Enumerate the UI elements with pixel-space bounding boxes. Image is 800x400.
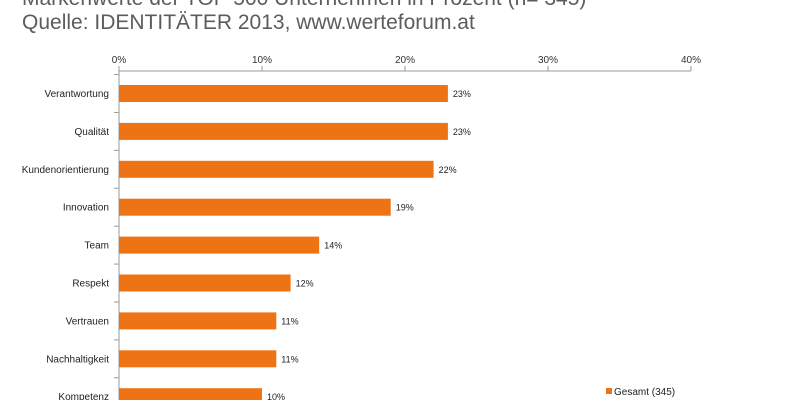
bar — [119, 160, 434, 178]
chart-source: Quelle: IDENTITÄTER 2013, www.werteforum… — [22, 11, 475, 34]
legend: Gesamt (345) — [606, 387, 675, 398]
category-label: Qualität — [75, 127, 110, 138]
value-label: 11% — [281, 354, 298, 364]
category-label: Kompetenz — [58, 392, 109, 400]
x-tick-label: 30% — [538, 55, 558, 66]
value-label: 14% — [324, 241, 342, 251]
value-label: 12% — [296, 279, 314, 289]
value-label: 10% — [267, 392, 285, 400]
legend-swatch — [606, 388, 612, 394]
category-label: Nachhaltigkeit — [46, 354, 109, 365]
x-tick-label: 0% — [112, 55, 127, 66]
chart-title: Markenwerte der TOP 500 Unternehmen in P… — [22, 0, 586, 11]
x-tick-label: 20% — [395, 55, 415, 66]
x-tick-label: 40% — [681, 55, 701, 66]
bar — [119, 122, 448, 140]
x-axis-ticks: 0% 10% 20% 30% 40% — [112, 55, 701, 379]
value-label: 22% — [439, 165, 457, 175]
x-tick-label: 10% — [252, 55, 272, 66]
category-label: Innovation — [63, 203, 109, 214]
category-label: Team — [85, 241, 109, 252]
category-label: Kundenorientierung — [22, 165, 109, 176]
bar — [119, 85, 448, 102]
value-label: 19% — [396, 203, 414, 213]
bar — [119, 312, 277, 330]
bar — [119, 274, 291, 292]
value-label: 23% — [453, 127, 471, 137]
bar — [119, 198, 391, 216]
legend-label: Gesamt (345) — [614, 387, 675, 398]
category-label: Vertrauen — [66, 316, 109, 327]
bar — [119, 236, 320, 254]
bar — [119, 350, 277, 368]
value-label: 23% — [453, 89, 471, 99]
bar — [119, 388, 262, 400]
category-label: Verantwortung — [45, 89, 110, 100]
value-label: 11% — [281, 316, 298, 326]
category-label: Respekt — [72, 279, 109, 290]
bars-group: Verantwortung 23% Qualität 23% Kundenorienti… — [22, 85, 471, 400]
